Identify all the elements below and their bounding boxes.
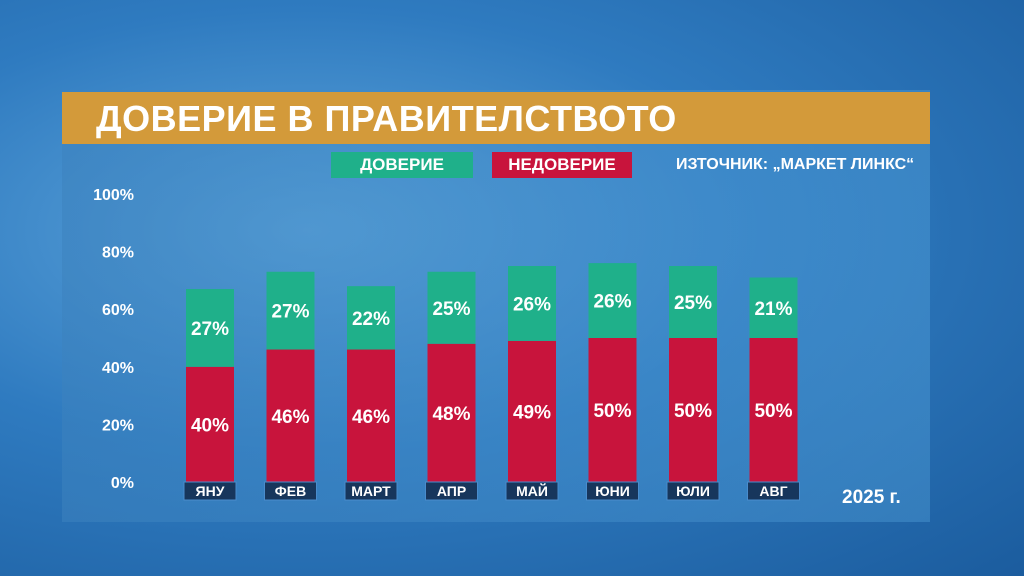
bar-distrust-label: 49% [513, 402, 551, 423]
bar-distrust-label: 40% [191, 415, 229, 436]
bar-trust-label: 26% [593, 292, 631, 313]
category-tab [183, 481, 237, 501]
y-tick-label: 0% [111, 475, 134, 492]
y-tick-label: 100% [93, 187, 134, 204]
category-tab [747, 481, 800, 501]
bar-trust [427, 271, 476, 344]
source-label: ИЗТОЧНИК: „МАРКЕТ ЛИНКС“ [676, 156, 915, 173]
bar-trust-label: 21% [754, 299, 792, 320]
year-label: 2025 г. [842, 487, 901, 508]
bar-trust [347, 286, 395, 350]
category-label: ЯНУ [196, 483, 225, 499]
y-tick-label: 20% [102, 417, 134, 434]
bar-distrust-label: 48% [432, 404, 470, 425]
bar-distrust [186, 366, 234, 482]
category-tab [505, 481, 559, 501]
category-tab [344, 481, 398, 501]
bar-distrust [266, 349, 315, 482]
category-label: МАРТ [351, 483, 391, 499]
bar-distrust [749, 338, 798, 482]
y-tick-label: 40% [102, 360, 134, 377]
bar-distrust-label: 46% [352, 407, 390, 428]
bar-distrust [588, 338, 637, 482]
bar-trust-label: 22% [352, 309, 390, 330]
category-tab [425, 481, 478, 501]
bar-trust-label: 25% [674, 293, 712, 314]
bar-trust [508, 266, 556, 341]
category-label: ФЕВ [275, 483, 306, 499]
category-tab [586, 481, 639, 501]
y-tick-label: 80% [102, 245, 134, 262]
bar-distrust [669, 338, 717, 482]
category-label: АВГ [759, 483, 787, 499]
legend-distrust: НЕДОВЕРИЕ [492, 152, 632, 178]
y-tick-label: 60% [102, 302, 134, 319]
bar-distrust-label: 50% [754, 401, 792, 422]
title-bar [62, 92, 930, 144]
chart-title: ДОВЕРИЕ В ПРАВИТЕЛСТВОТО [96, 98, 677, 139]
bar-trust [266, 271, 315, 350]
category-label: МАЙ [516, 482, 548, 499]
bar-distrust-label: 50% [674, 401, 712, 422]
category-tab [666, 481, 720, 501]
category-label: ЮЛИ [676, 483, 710, 499]
bar-distrust-label: 46% [271, 407, 309, 428]
bar-trust [588, 263, 637, 338]
category-label: ЮНИ [595, 483, 630, 499]
bar-trust [669, 266, 717, 338]
bar-distrust-label: 50% [593, 401, 631, 422]
bar-trust-label: 25% [432, 299, 470, 320]
bar-distrust [427, 343, 476, 482]
bar-distrust [508, 340, 556, 482]
category-tab [264, 481, 317, 501]
category-label: АПР [437, 483, 466, 499]
bar-trust-label: 26% [513, 294, 551, 315]
bar-trust [749, 277, 798, 338]
bar-trust-label: 27% [271, 302, 309, 323]
bar-trust-label: 27% [191, 319, 229, 340]
legend-trust: ДОВЕРИЕ [331, 152, 473, 178]
bar-distrust [347, 349, 395, 482]
bar-trust [186, 289, 234, 367]
